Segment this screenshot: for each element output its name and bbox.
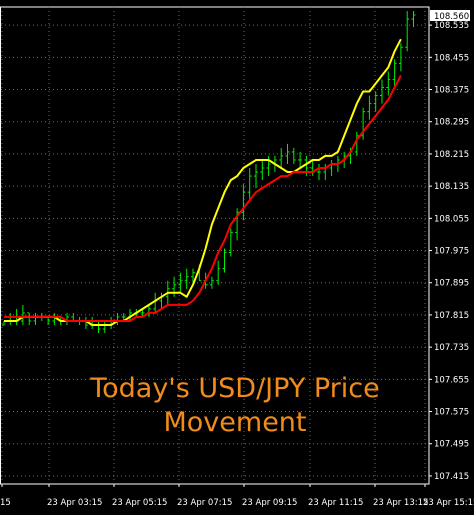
ohlc-bar bbox=[398, 43, 403, 72]
x-tick-label: 23 Apr 05:15 bbox=[112, 498, 167, 508]
y-tick-label: 107.895 bbox=[434, 279, 469, 289]
y-tick-label: 107.655 bbox=[434, 375, 469, 385]
ohlc-bar bbox=[228, 228, 233, 257]
ohlc-bar bbox=[285, 143, 290, 164]
ohlc-bar bbox=[96, 320, 101, 334]
ohlc-bar bbox=[8, 312, 13, 325]
y-tick-label: 108.135 bbox=[434, 182, 469, 192]
y-tick-label: 107.975 bbox=[434, 247, 469, 257]
x-tick-label: 23 Apr 07:15 bbox=[177, 498, 232, 508]
ohlc-bar bbox=[266, 155, 271, 177]
moving-average-lines bbox=[4, 38, 402, 326]
ohlc-bar bbox=[209, 276, 214, 289]
y-axis: 108.535 108.455 108.375 108.295 108.215 108.1… bbox=[429, 21, 469, 482]
series-line-2 bbox=[4, 74, 402, 322]
x-axis: 15 23 Apr 03:15 23 Apr 05:15 23 Apr 07:15 23… bbox=[0, 484, 474, 508]
ohlc-bar bbox=[121, 312, 126, 321]
ohlc-bar bbox=[361, 107, 366, 140]
chart-grid bbox=[0, 6, 430, 485]
ohlc-bar bbox=[373, 91, 378, 112]
x-tick-label: 23 Apr 15:15 bbox=[423, 498, 474, 508]
ohlc-bar bbox=[329, 159, 334, 177]
y-tick-label: 108.455 bbox=[434, 53, 469, 63]
ohlc-bar bbox=[115, 312, 120, 325]
x-tick-label: 23 Apr 11:15 bbox=[308, 498, 363, 508]
ohlc-bar bbox=[184, 268, 189, 289]
ohlc-bar bbox=[178, 272, 183, 293]
ohlc-bar bbox=[140, 308, 145, 317]
ohlc-bar bbox=[411, 11, 416, 28]
chart-title: Today's USD/JPY Price Movement bbox=[40, 372, 430, 440]
ohlc-bar bbox=[172, 276, 177, 297]
ohlc-bar bbox=[317, 163, 321, 181]
ohlc-bar bbox=[380, 79, 384, 104]
y-tick-label: 108.295 bbox=[434, 118, 469, 128]
chart-title-line-2: Movement bbox=[163, 407, 307, 438]
ohlc-bar bbox=[310, 159, 315, 177]
ohlc-bar bbox=[27, 312, 32, 325]
price-bars bbox=[2, 11, 416, 334]
x-tick-label: 23 Apr 09:15 bbox=[242, 498, 297, 508]
y-tick-label: 108.215 bbox=[434, 150, 469, 160]
ohlc-bar bbox=[247, 168, 252, 201]
y-tick-label: 107.495 bbox=[434, 440, 469, 450]
ohlc-bar bbox=[33, 312, 38, 325]
ohlc-bar bbox=[241, 184, 246, 221]
y-tick-label: 107.735 bbox=[434, 343, 469, 353]
x-tick-label: 23 Apr 13:15 bbox=[373, 498, 428, 508]
ohlc-bar bbox=[386, 71, 391, 96]
ohlc-bar bbox=[71, 312, 76, 322]
series-line-1 bbox=[4, 38, 402, 326]
ohlc-bar bbox=[405, 11, 410, 52]
y-tick-label: 108.375 bbox=[434, 86, 469, 96]
y-tick-label: 108.055 bbox=[434, 214, 469, 224]
ohlc-bar bbox=[222, 248, 227, 273]
chart-title-line-1: Today's USD/JPY Price bbox=[90, 373, 380, 404]
y-tick-label: 108.535 bbox=[434, 21, 469, 31]
ohlc-bar bbox=[216, 260, 221, 285]
ohlc-bar bbox=[102, 320, 107, 334]
ohlc-bar bbox=[392, 59, 397, 88]
current-price-label: 108.560 bbox=[434, 12, 469, 22]
ohlc-bar bbox=[367, 95, 372, 120]
y-tick-label: 107.815 bbox=[434, 311, 469, 321]
ohlc-bar bbox=[235, 208, 240, 241]
current-price-box: 108.560 bbox=[430, 10, 470, 22]
y-tick-label: 107.415 bbox=[434, 472, 469, 482]
plot-frame bbox=[0, 6, 430, 485]
y-tick-label: 107.575 bbox=[434, 408, 469, 418]
price-box-bg bbox=[430, 10, 470, 21]
ohlc-bar bbox=[254, 163, 258, 189]
ohlc-bar bbox=[279, 147, 284, 169]
x-tick-label: 23 Apr 03:15 bbox=[47, 498, 102, 508]
ohlc-bar bbox=[20, 304, 25, 325]
ohlc-bar bbox=[354, 131, 359, 156]
x-tick-label: 15 bbox=[0, 498, 11, 508]
ohlc-bar bbox=[260, 159, 265, 181]
ohlc-bar bbox=[291, 147, 296, 164]
ohlc-bar bbox=[298, 151, 303, 169]
